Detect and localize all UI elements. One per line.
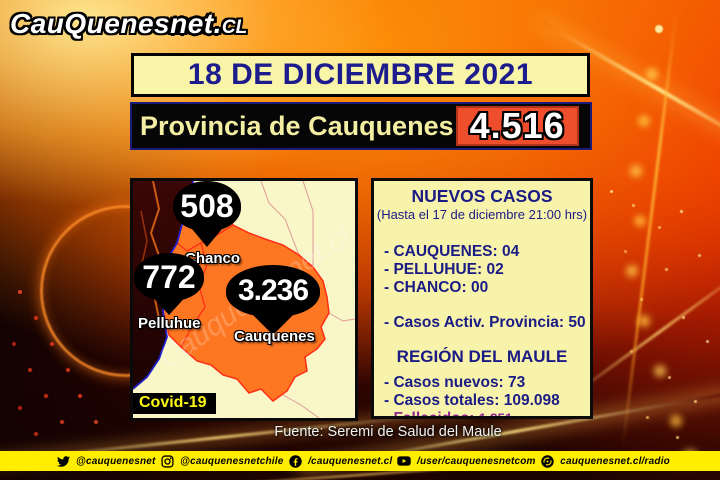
case-label: - PELLUHUE: xyxy=(384,261,483,278)
comuna-label-chanco: Chanco xyxy=(185,250,241,267)
radio-icon xyxy=(540,454,554,468)
logo-text-cl: CL xyxy=(221,17,248,38)
province-total-box: 4.516 xyxy=(455,105,579,146)
region-value: 1.851 xyxy=(478,411,513,419)
twitter-handle: @cauquenesnet xyxy=(76,455,156,467)
new-cases-panel: NUEVOS CASOS (Hasta el 17 de diciembre 2… xyxy=(371,178,593,419)
instagram-handle: @cauquenesnetchile xyxy=(180,455,284,467)
active-cases-value: 50 xyxy=(568,314,586,331)
logo-text-net: net. xyxy=(170,8,222,39)
case-line-cauquenes: - CAUQUENES: 04 xyxy=(384,243,590,261)
region-line-deaths: - Fallecidos: 1.851 xyxy=(384,410,590,419)
case-value: 04 xyxy=(501,243,520,260)
social-footer-bar: @cauquenesnet @cauquenesnetchile /cauque… xyxy=(0,451,720,471)
region-value: 73 xyxy=(508,374,526,391)
case-line-chanco: - CHANCO: 00 xyxy=(384,279,590,297)
region-label: - Casos totales: xyxy=(384,392,500,409)
pin-pointer xyxy=(149,293,189,315)
covid-badge: Covid-19 xyxy=(133,393,216,414)
twitter-icon xyxy=(56,454,70,468)
panel-subtitle: (Hasta el 17 de diciembre 21:00 hrs) xyxy=(376,207,588,222)
background-dot-chain xyxy=(18,290,22,294)
panel-title: NUEVOS CASOS xyxy=(411,186,553,206)
region-line-total: - Casos totales: 109.098 xyxy=(384,392,590,410)
case-pin-value: 3.236 xyxy=(226,265,320,317)
date-text: 18 DE DICIEMBRE 2021 xyxy=(187,58,534,91)
case-pin-cauquenes: 3.236 xyxy=(226,265,320,335)
instagram-icon xyxy=(160,454,174,468)
social-item-twitter: @cauquenesnet xyxy=(56,454,156,468)
pin-pointer xyxy=(247,309,299,335)
region-label: - Casos nuevos: xyxy=(384,374,504,391)
active-cases-label: - Casos Activ. Provincia: xyxy=(384,314,565,331)
map-comuna-border xyxy=(328,312,355,322)
comuna-label-cauquenes: Cauquenes xyxy=(234,328,315,345)
region-line-new: - Casos nuevos: 73 xyxy=(384,374,590,392)
background-sparkles xyxy=(610,190,613,193)
province-total-value: 4.516 xyxy=(469,105,565,146)
case-label: - CAUQUENES: xyxy=(384,243,498,260)
province-map: Cauquenesnet.cl 508 Chanco 772 Pelluhue … xyxy=(130,178,358,421)
comuna-label-pelluhue: Pelluhue xyxy=(138,315,201,332)
social-item-facebook: /cauquenesnet.cl xyxy=(288,454,392,468)
region-stats-list: - Casos nuevos: 73 - Casos totales: 109.… xyxy=(374,374,590,419)
case-line-pelluhue: - PELLUHUE: 02 xyxy=(384,261,590,279)
map-border-pelluhue-cauquenes xyxy=(180,242,208,348)
social-item-youtube: /user/cauquenesnetcom xyxy=(397,454,536,468)
logo-text-main: CauQuenes xyxy=(10,8,171,39)
region-value: 109.098 xyxy=(503,392,560,409)
facebook-icon xyxy=(288,454,302,468)
youtube-icon xyxy=(397,454,411,468)
date-banner: 18 DE DICIEMBRE 2021 xyxy=(131,53,590,97)
case-pin-value: 508 xyxy=(173,181,241,231)
case-value: 00 xyxy=(470,279,489,296)
region-label: - Fallecidos: xyxy=(384,410,475,419)
pin-pointer xyxy=(187,223,227,247)
facebook-handle: /cauquenesnet.cl xyxy=(308,455,393,467)
active-cases-line: - Casos Activ. Provincia: 50 xyxy=(374,314,590,332)
youtube-handle: /user/cauquenesnetcom xyxy=(416,455,536,467)
source-attribution: Fuente: Seremi de Salud del Maule xyxy=(274,424,502,440)
province-name: Provincia de Cauquenes xyxy=(140,110,454,141)
background-fiber-line xyxy=(621,11,678,449)
social-item-radio: cauquenesnet.cl/radio xyxy=(540,454,670,468)
site-logo: CauQuenesnet.CL xyxy=(10,8,247,40)
case-label: - CHANCO: xyxy=(384,279,467,296)
radio-handle: cauquenesnet.cl/radio xyxy=(560,455,670,467)
case-value: 02 xyxy=(486,261,504,278)
social-item-instagram: @cauquenesnetchile xyxy=(160,454,283,468)
case-pin-pelluhue: 772 xyxy=(134,253,204,315)
case-pin-value: 772 xyxy=(134,253,204,301)
map-comuna-border xyxy=(260,181,300,256)
map-comuna-border xyxy=(302,181,314,267)
province-total-banner: Provincia de Cauquenes 4.516 xyxy=(130,102,592,150)
case-pin-chanco: 508 xyxy=(173,181,241,247)
comuna-cases-list: - CAUQUENES: 04 - PELLUHUE: 02 - CHANCO:… xyxy=(374,243,590,297)
region-title: REGIÓN DEL MAULE xyxy=(396,347,568,366)
background-fiber-sparks xyxy=(655,25,663,33)
